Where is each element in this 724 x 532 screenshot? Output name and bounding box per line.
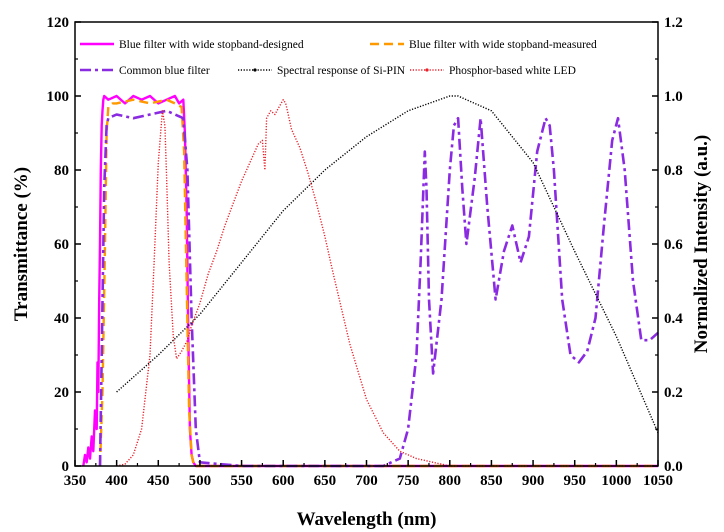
x-tick-label: 550 <box>230 473 253 489</box>
y-axis-title: Transmittance (%) <box>11 167 32 321</box>
x-tick-label: 1000 <box>601 473 631 489</box>
series-line-3 <box>116 95 659 433</box>
legend-label-2: Common blue filter <box>119 65 210 77</box>
y-tick-label: 80 <box>54 163 69 179</box>
y2-tick-label: 1.0 <box>664 89 683 105</box>
series-line-4 <box>116 98 658 467</box>
y-tick-label: 20 <box>54 385 69 401</box>
y2-axis-title: Normalized Intensity (a.u.) <box>691 135 712 353</box>
legend-label-0: Blue filter with wide stopband-designed <box>119 39 304 51</box>
x-tick-label: 600 <box>272 473 295 489</box>
y-tick-label: 0 <box>62 459 70 475</box>
x-tick-label: 700 <box>355 473 378 489</box>
x-tick-label: 850 <box>480 473 503 489</box>
y2-tick-label: 0.8 <box>664 163 683 179</box>
x-tick-label: 350 <box>64 473 87 489</box>
y-tick-label: 60 <box>54 237 69 253</box>
y2-tick-label: 0.6 <box>664 237 683 253</box>
y2-tick-label: 1.2 <box>664 15 683 31</box>
x-tick-label: 950 <box>563 473 586 489</box>
y2-tick-label: 0.0 <box>664 459 683 475</box>
x-tick-label: 400 <box>105 473 128 489</box>
legend-marker-3 <box>253 68 257 72</box>
y2-tick-label: 0.2 <box>664 385 683 401</box>
series-line-2 <box>98 109 659 468</box>
y-tick-label: 100 <box>47 89 70 105</box>
y-tick-label: 120 <box>47 15 70 31</box>
legend-label-1: Blue filter with wide stopband-measured <box>409 39 597 51</box>
x-tick-label: 800 <box>439 473 462 489</box>
series-line-1 <box>98 98 658 468</box>
x-tick-label: 500 <box>189 473 212 489</box>
x-axis-title: Wavelength (nm) <box>297 509 437 530</box>
legend-label-4: Phosphor-based white LED <box>449 65 576 77</box>
x-tick-label: 650 <box>314 473 337 489</box>
x-tick-label: 750 <box>397 473 420 489</box>
legend-marker-4 <box>425 68 429 72</box>
y-tick-label: 40 <box>54 311 69 327</box>
x-tick-label: 900 <box>522 473 545 489</box>
x-tick-label: 1050 <box>643 473 673 489</box>
y2-tick-label: 0.4 <box>664 311 683 327</box>
legend-label-3: Spectral response of Si-PIN <box>277 65 406 77</box>
x-tick-label: 450 <box>147 473 170 489</box>
